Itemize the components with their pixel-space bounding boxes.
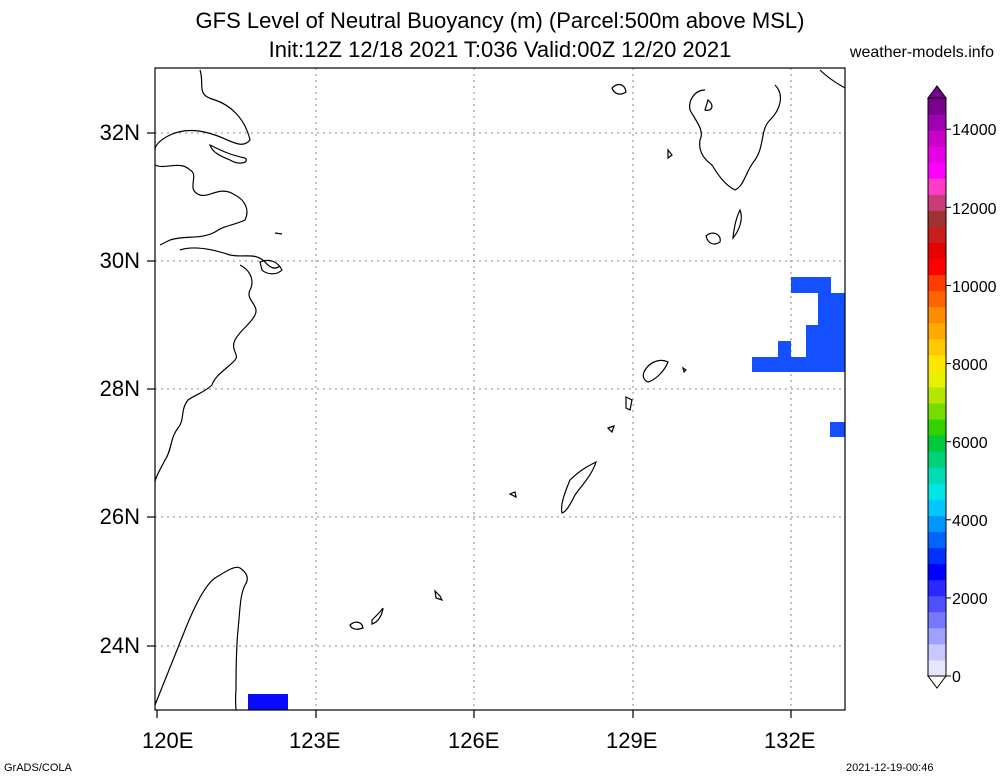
colorbar-swatch	[928, 451, 946, 468]
colorbar-label: 2000	[952, 591, 988, 608]
footer-timestamp: 2021-12-19-00:46	[846, 762, 934, 774]
colorbar-swatch	[928, 194, 946, 211]
colorbar-swatch	[928, 178, 946, 195]
colorbar-swatch	[928, 547, 946, 565]
colorbar-swatch	[928, 403, 946, 420]
colorbar-swatch	[928, 306, 946, 324]
gridlines	[155, 68, 845, 710]
colorbar-swatch	[928, 563, 946, 581]
colorbar-swatch	[928, 643, 946, 661]
site-credit: weather-models.info	[849, 44, 994, 61]
colorbar-swatch	[928, 579, 946, 597]
colorbar-swatch	[928, 274, 946, 292]
colorbar-swatch	[928, 659, 946, 677]
colorbar-label: 10000	[952, 279, 997, 296]
lnb-region-small	[830, 422, 845, 437]
colorbar	[927, 85, 951, 689]
colorbar-swatch	[928, 338, 946, 356]
chart-subtitle: Init:12Z 12/18 2021 T:036 Valid:00Z 12/2…	[268, 37, 732, 62]
colorbar-swatch	[928, 258, 946, 276]
y-tick-label: 32N	[99, 120, 140, 145]
tick-marks	[147, 132, 792, 718]
chart-title: GFS Level of Neutral Buoyancy (m) (Parce…	[195, 8, 805, 33]
colorbar-swatch	[928, 210, 946, 227]
footer-credit: GrADS/COLA	[4, 762, 72, 774]
colorbar-swatch	[928, 611, 946, 629]
lnb-field	[248, 277, 845, 710]
colorbar-swatch	[928, 595, 946, 613]
colorbar-label: 0	[952, 669, 961, 686]
colorbar-label: 6000	[952, 435, 988, 452]
colorbar-swatch	[928, 322, 946, 340]
colorbar-label: 8000	[952, 357, 988, 374]
colorbar-swatch	[928, 370, 946, 388]
colorbar-swatch	[928, 162, 946, 179]
colorbar-swatch	[928, 114, 946, 131]
colorbar-swatch	[928, 387, 946, 404]
colorbar-swatch	[928, 419, 946, 436]
x-tick-label: 126E	[448, 728, 500, 753]
y-tick-label: 28N	[99, 376, 140, 401]
colorbar-swatch	[928, 499, 946, 516]
colorbar-label: 4000	[952, 513, 988, 530]
colorbar-swatch	[928, 515, 946, 532]
coastlines	[154, 69, 846, 711]
colorbar-min-arrow	[927, 675, 947, 689]
x-tick-label: 123E	[289, 728, 341, 753]
y-tick-label: 30N	[99, 248, 140, 273]
colorbar-swatch	[928, 627, 946, 645]
colorbar-max-arrow	[927, 85, 947, 99]
colorbar-swatch	[928, 226, 946, 243]
lnb-region-east	[752, 277, 845, 372]
colorbar-swatch	[928, 467, 946, 484]
x-tick-label: 129E	[606, 728, 658, 753]
colorbar-swatch	[928, 242, 946, 260]
colorbar-frame	[927, 97, 947, 677]
colorbar-swatch	[928, 146, 946, 163]
colorbar-swatch	[928, 354, 946, 372]
colorbar-swatch	[928, 98, 946, 115]
colorbar-swatch	[928, 130, 946, 147]
colorbar-swatch	[928, 290, 946, 308]
x-tick-label: 120E	[142, 728, 194, 753]
y-tick-label: 26N	[99, 504, 140, 529]
colorbar-swatch	[928, 483, 946, 500]
colorbar-label: 12000	[952, 201, 997, 218]
colorbar-swatch	[928, 531, 946, 549]
colorbar-swatch	[928, 435, 946, 452]
x-tick-label: 132E	[764, 728, 816, 753]
y-tick-label: 24N	[99, 633, 140, 658]
colorbar-label: 14000	[952, 122, 997, 139]
lnb-region-south	[248, 694, 288, 710]
